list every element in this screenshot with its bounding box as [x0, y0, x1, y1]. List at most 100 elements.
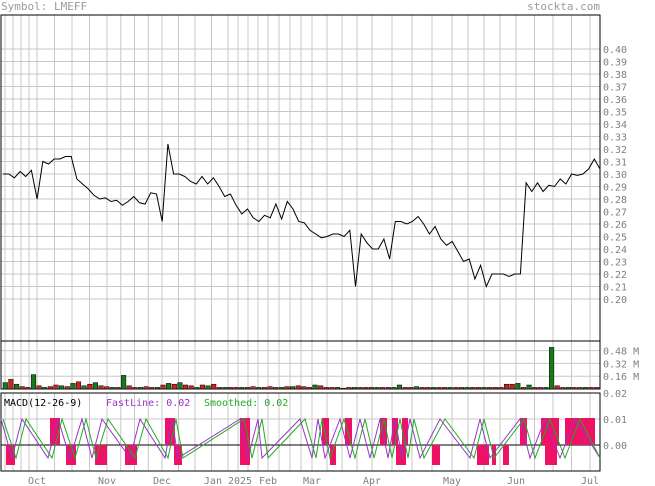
price-axis: 0.40 0.390.38 0.370.36 0.350.34 0.330.32 0.31…	[603, 45, 627, 306]
volume-bar	[588, 387, 594, 390]
volume-bar	[166, 383, 172, 390]
volume-bar	[2, 382, 8, 390]
volume-bar	[92, 382, 98, 390]
volume-bar	[413, 386, 419, 390]
price-tick-label: 0.35	[603, 108, 627, 119]
volume-bar	[380, 387, 386, 390]
macd-tick-label: 0.02	[603, 389, 627, 400]
x-tick-label: Jul	[581, 476, 599, 486]
price-tick-label: 0.22	[603, 270, 627, 281]
volume-bar	[430, 387, 436, 390]
x-tick-label: Oct	[28, 476, 46, 486]
volume-bar	[323, 387, 329, 390]
volume-bar	[565, 387, 572, 390]
macd-hist-bar	[402, 418, 408, 445]
volume-bar	[554, 385, 560, 390]
volume-bar	[346, 387, 352, 390]
price-tick-label: 0.21	[603, 283, 627, 294]
volume-bar	[59, 385, 65, 390]
price-tick-label: 0.20	[603, 295, 627, 306]
volume-bar	[363, 387, 369, 390]
volume-bar	[560, 387, 566, 390]
price-tick-label: 0.36	[603, 95, 627, 106]
volume-bar	[109, 387, 115, 390]
volume-bar	[239, 387, 245, 390]
volume-bar	[526, 384, 532, 390]
volume-bar	[537, 387, 543, 390]
volume-bar	[504, 383, 510, 390]
volume-bar	[228, 387, 234, 390]
volume-bar	[312, 384, 318, 390]
volume-bar	[515, 383, 521, 390]
price-tick-label: 0.38	[603, 70, 627, 81]
macd-hist-bar	[492, 445, 496, 465]
price-tick-label: 0.33	[603, 133, 627, 144]
volume-bar	[8, 379, 14, 390]
volume-tick-label: 0.48 M	[603, 347, 639, 358]
volume-bar	[154, 387, 160, 390]
volume-bar	[81, 385, 87, 390]
volume-bar	[419, 387, 425, 390]
volume-bar	[199, 384, 205, 390]
fastline-label: FastLine: 0.02	[106, 398, 190, 409]
macd-signal-line	[2, 417, 601, 460]
x-tick-label: May	[443, 476, 461, 486]
volume-bar	[464, 387, 470, 390]
price-tick-label: 0.39	[603, 58, 627, 69]
volume-bar	[487, 387, 493, 390]
x-axis: Oct Nov Dec Jan 2025 Feb Mar Apr May Jun Jul	[28, 476, 599, 486]
volume-bar	[211, 383, 217, 390]
x-tick-label: Mar	[303, 476, 321, 486]
price-tick-label: 0.29	[603, 183, 627, 194]
volume-bar	[436, 387, 442, 390]
volume-bar	[273, 387, 279, 390]
macd-hist-bar	[322, 418, 329, 445]
x-tick-label: Dec	[153, 476, 171, 486]
macd-title: MACD(12-26-9)	[4, 398, 82, 409]
volume-bar	[391, 387, 397, 390]
price-tick-label: 0.32	[603, 145, 627, 156]
volume-bar	[25, 387, 31, 390]
volume-bar	[447, 387, 453, 390]
volume-bar	[216, 387, 222, 390]
smoothed-label: Smoothed: 0.02	[204, 398, 288, 409]
price-tick-label: 0.27	[603, 208, 627, 219]
macd-hist-bar	[240, 418, 250, 445]
volume-bar	[75, 381, 82, 390]
x-tick-label: Jan 2025	[204, 476, 252, 486]
volume-tick-label: 0.32 M	[603, 359, 639, 370]
volume-bar	[87, 383, 93, 390]
macd-hist-bar	[432, 445, 440, 465]
volume-bar	[425, 387, 431, 390]
macd-hist-bar	[392, 418, 398, 445]
price-line	[3, 143, 601, 288]
volume-bar	[396, 384, 403, 390]
volume-bar	[335, 387, 341, 390]
price-tick-label: 0.30	[603, 170, 627, 181]
price-tick-label: 0.23	[603, 258, 627, 269]
volume-bar	[160, 384, 166, 390]
volume-bar	[301, 386, 307, 390]
macd-hist-bar	[380, 418, 387, 445]
volume-bar	[256, 387, 262, 390]
price-tick-label: 0.24	[603, 245, 627, 256]
macd-hist-bar	[345, 418, 352, 445]
macd-hist-bar	[6, 445, 15, 465]
volume-bar	[132, 387, 138, 390]
volume-bar	[70, 383, 76, 390]
price-tick-label: 0.40	[603, 45, 627, 56]
volume-bar	[543, 387, 549, 390]
volume-bar	[442, 387, 448, 390]
macd-hist-bar	[545, 445, 557, 465]
volume-bar	[267, 386, 273, 390]
site-watermark: stockta.com	[527, 0, 600, 13]
volume-tick-label: 0.16 M	[603, 372, 639, 383]
volume-bar	[318, 385, 324, 390]
volume-bar	[143, 386, 149, 390]
x-tick-label: Feb	[259, 476, 277, 486]
volume-bar	[261, 387, 267, 390]
volume-bar	[351, 387, 358, 390]
price-tick-label: 0.31	[603, 158, 627, 169]
volume-bar	[244, 387, 251, 390]
